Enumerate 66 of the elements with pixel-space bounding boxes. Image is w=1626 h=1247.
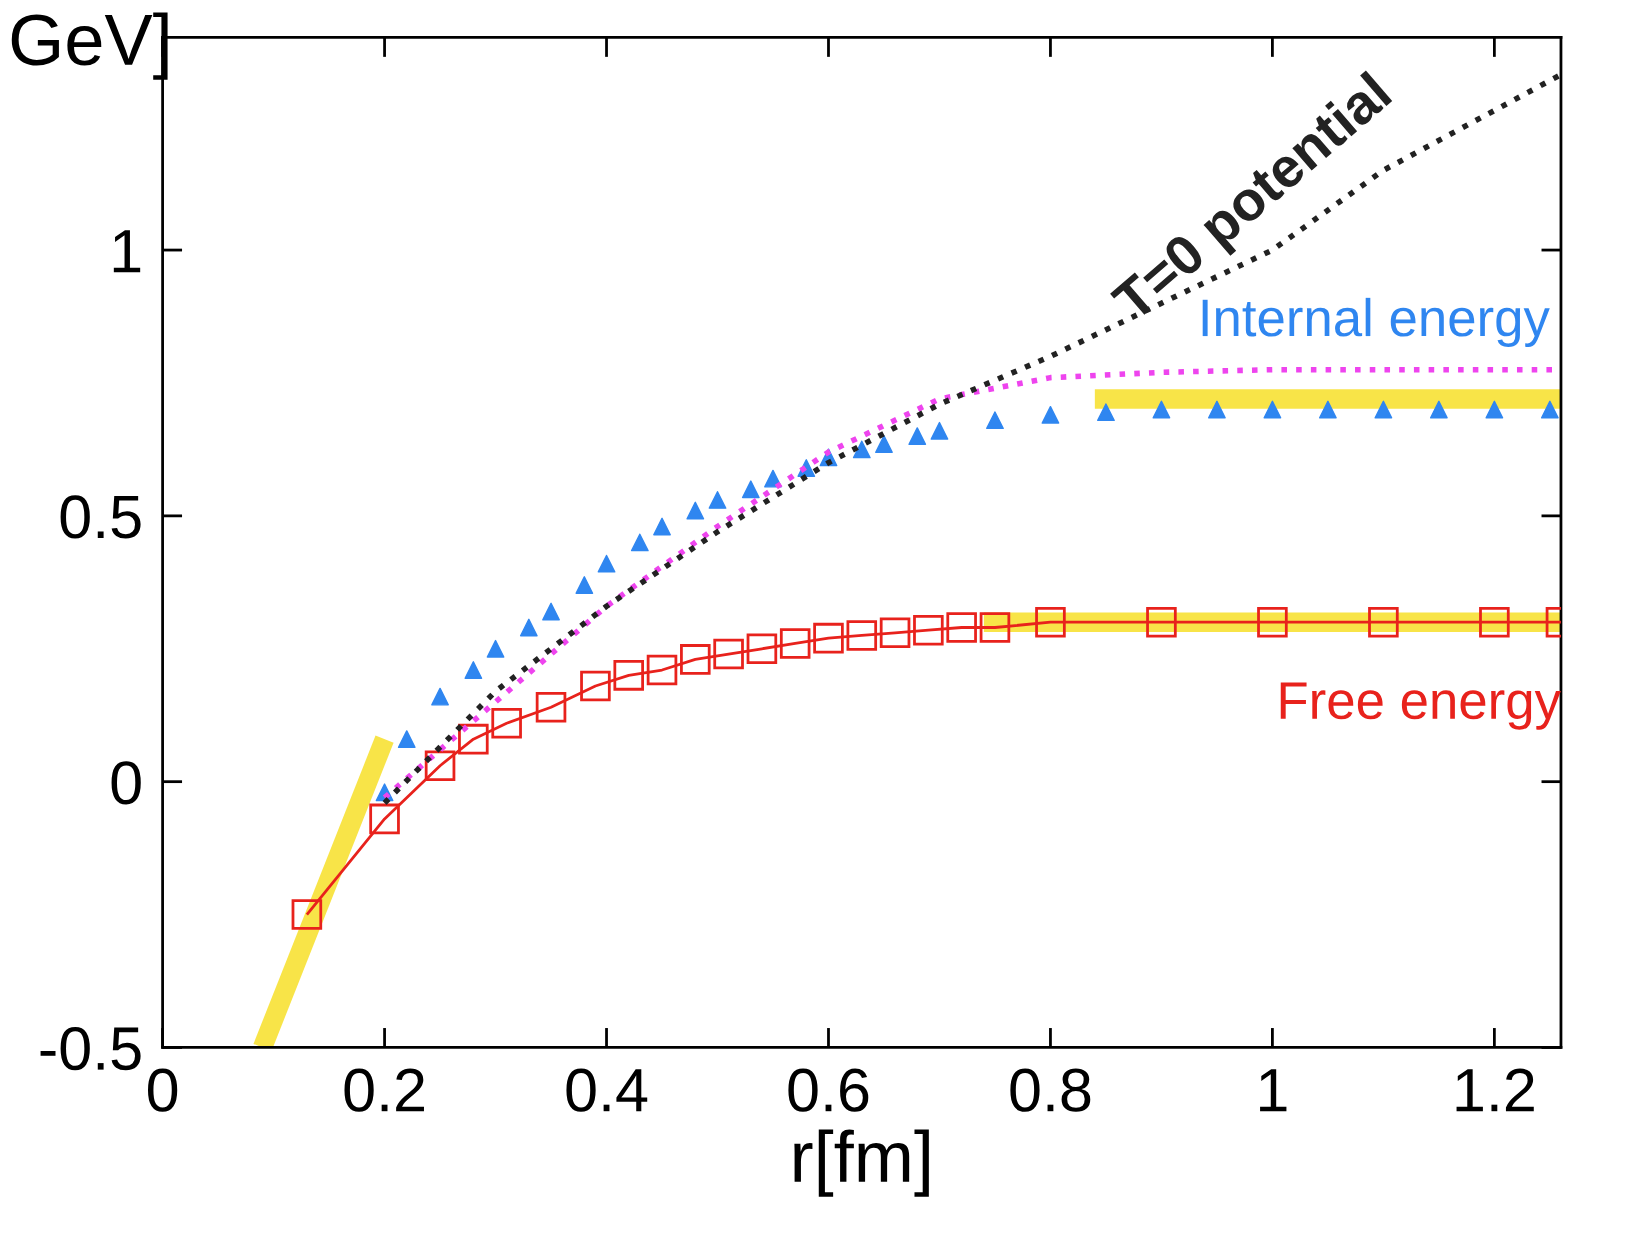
point bbox=[458, 723, 489, 755]
point bbox=[875, 435, 893, 454]
point bbox=[1208, 400, 1226, 419]
point bbox=[1263, 400, 1282, 419]
y-axis-title: GeV] bbox=[11, 12, 168, 80]
x-axis-title: r[fm] bbox=[794, 1129, 929, 1197]
y-tick-label: 0 bbox=[111, 761, 141, 805]
point bbox=[908, 427, 927, 446]
point bbox=[779, 628, 811, 659]
point bbox=[1097, 403, 1115, 422]
point bbox=[291, 899, 323, 930]
point bbox=[431, 687, 449, 706]
x-tick-label: 0.6 bbox=[788, 1068, 869, 1112]
point bbox=[464, 661, 483, 679]
point bbox=[913, 614, 944, 646]
point bbox=[653, 517, 671, 536]
point bbox=[741, 480, 760, 499]
point bbox=[1318, 400, 1337, 419]
point bbox=[580, 670, 611, 702]
point bbox=[1041, 405, 1060, 424]
point bbox=[1152, 400, 1171, 419]
point bbox=[369, 803, 400, 835]
point bbox=[1035, 606, 1066, 638]
point bbox=[1479, 606, 1510, 638]
point bbox=[1257, 606, 1288, 638]
point bbox=[1146, 606, 1177, 638]
point bbox=[1374, 400, 1393, 419]
point bbox=[1540, 400, 1559, 419]
point bbox=[979, 612, 1011, 643]
point bbox=[630, 533, 649, 552]
point bbox=[1368, 606, 1399, 638]
point bbox=[491, 707, 522, 739]
y-tick-label: -0.5 bbox=[40, 1026, 141, 1071]
x-tick-label: 1.2 bbox=[1456, 1068, 1534, 1112]
point bbox=[646, 654, 678, 686]
series-label: Internal energy bbox=[1202, 297, 1550, 348]
point bbox=[575, 576, 594, 594]
point bbox=[486, 639, 505, 658]
point bbox=[708, 491, 727, 509]
point bbox=[813, 622, 844, 654]
point bbox=[1485, 400, 1504, 419]
point bbox=[1429, 400, 1448, 419]
x-tick-label: 0.2 bbox=[344, 1068, 424, 1112]
x-tick-label: 0.4 bbox=[566, 1068, 648, 1112]
point bbox=[930, 421, 949, 440]
point bbox=[397, 730, 416, 749]
point bbox=[713, 638, 744, 670]
point bbox=[613, 660, 644, 691]
point bbox=[846, 620, 878, 651]
point bbox=[746, 633, 778, 665]
y-tick-label: 0.5 bbox=[60, 495, 141, 539]
x-tick-label: 1 bbox=[1260, 1069, 1287, 1112]
point bbox=[424, 750, 456, 781]
point bbox=[986, 411, 1004, 430]
point bbox=[597, 554, 616, 573]
point bbox=[852, 440, 871, 459]
x-tick-label: 0 bbox=[148, 1068, 178, 1112]
x-tick-label: 0.8 bbox=[1010, 1068, 1091, 1112]
y-tick-label: 1 bbox=[113, 230, 141, 273]
point bbox=[519, 618, 538, 637]
point bbox=[686, 501, 705, 520]
point bbox=[946, 612, 977, 643]
point bbox=[542, 602, 560, 621]
point bbox=[680, 644, 711, 675]
point bbox=[879, 617, 911, 649]
point bbox=[535, 691, 567, 723]
